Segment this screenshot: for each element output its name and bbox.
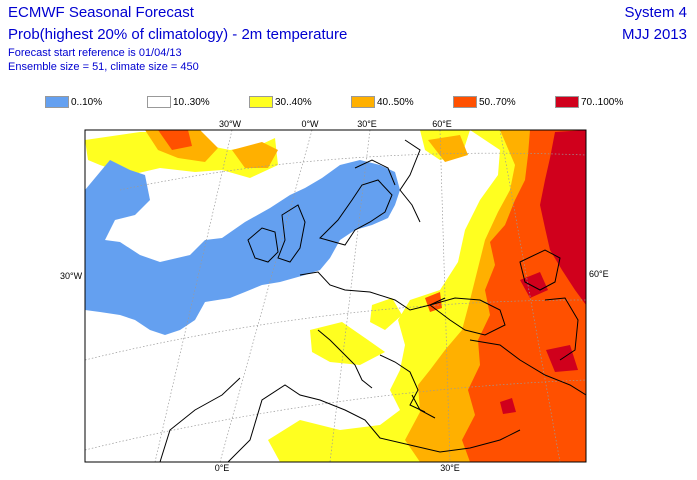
legend-swatch-70-100 <box>555 96 579 108</box>
legend-item: 50..70% <box>453 95 516 109</box>
legend-item: 0..10% <box>45 95 102 109</box>
lon-label-top: 60°E <box>432 119 452 129</box>
legend-item: 10..30% <box>147 95 210 109</box>
lat-label-right: 60°E <box>589 269 609 279</box>
legend-swatch-10-30 <box>147 96 171 108</box>
coastlines <box>159 139 586 462</box>
lon-label-top: 0°W <box>301 119 319 129</box>
legend-label: 30..40% <box>275 96 312 108</box>
lon-label-bottom: 30°E <box>440 463 460 473</box>
lon-label-top: 30°E <box>357 119 377 129</box>
forecast-period: MJJ 2013 <box>621 26 687 43</box>
legend-item: 70..100% <box>555 95 623 109</box>
legend-swatch-30-40 <box>249 96 273 108</box>
map-frame <box>84 129 587 463</box>
legend-item: 40..50% <box>351 95 414 109</box>
legend-label: 70..100% <box>581 96 624 108</box>
legend-item: 30..40% <box>249 95 312 109</box>
lon-label-top: 30°W <box>219 119 242 129</box>
legend-label: 10..30% <box>173 96 210 108</box>
lat-label-left: 30°W <box>60 271 83 281</box>
legend-label: 50..70% <box>479 96 516 108</box>
legend-swatch-40-50 <box>351 96 375 108</box>
legend-label: 40..50% <box>377 96 414 108</box>
prob-0-10-regions <box>85 160 400 335</box>
lon-label-bottom: 0°E <box>215 463 230 473</box>
ensemble-size-text: Ensemble size = 51, climate size = 450 <box>8 61 199 73</box>
legend-swatch-50-70 <box>453 96 477 108</box>
graticule <box>85 130 586 462</box>
legend-swatch-0-10 <box>45 96 69 108</box>
legend: 0..10% 10..30% 30..40% 40..50% 50..70% 7… <box>45 95 685 109</box>
map-title: ECMWF Seasonal Forecast <box>8 4 194 21</box>
map-subtitle: Prob(highest 20% of climatology) - 2m te… <box>8 26 348 43</box>
map-plot-area <box>85 130 586 462</box>
legend-label: 0..10% <box>71 96 103 108</box>
system-label: System 4 <box>624 4 687 21</box>
forecast-start-text: Forecast start reference is 01/04/13 <box>8 47 182 59</box>
